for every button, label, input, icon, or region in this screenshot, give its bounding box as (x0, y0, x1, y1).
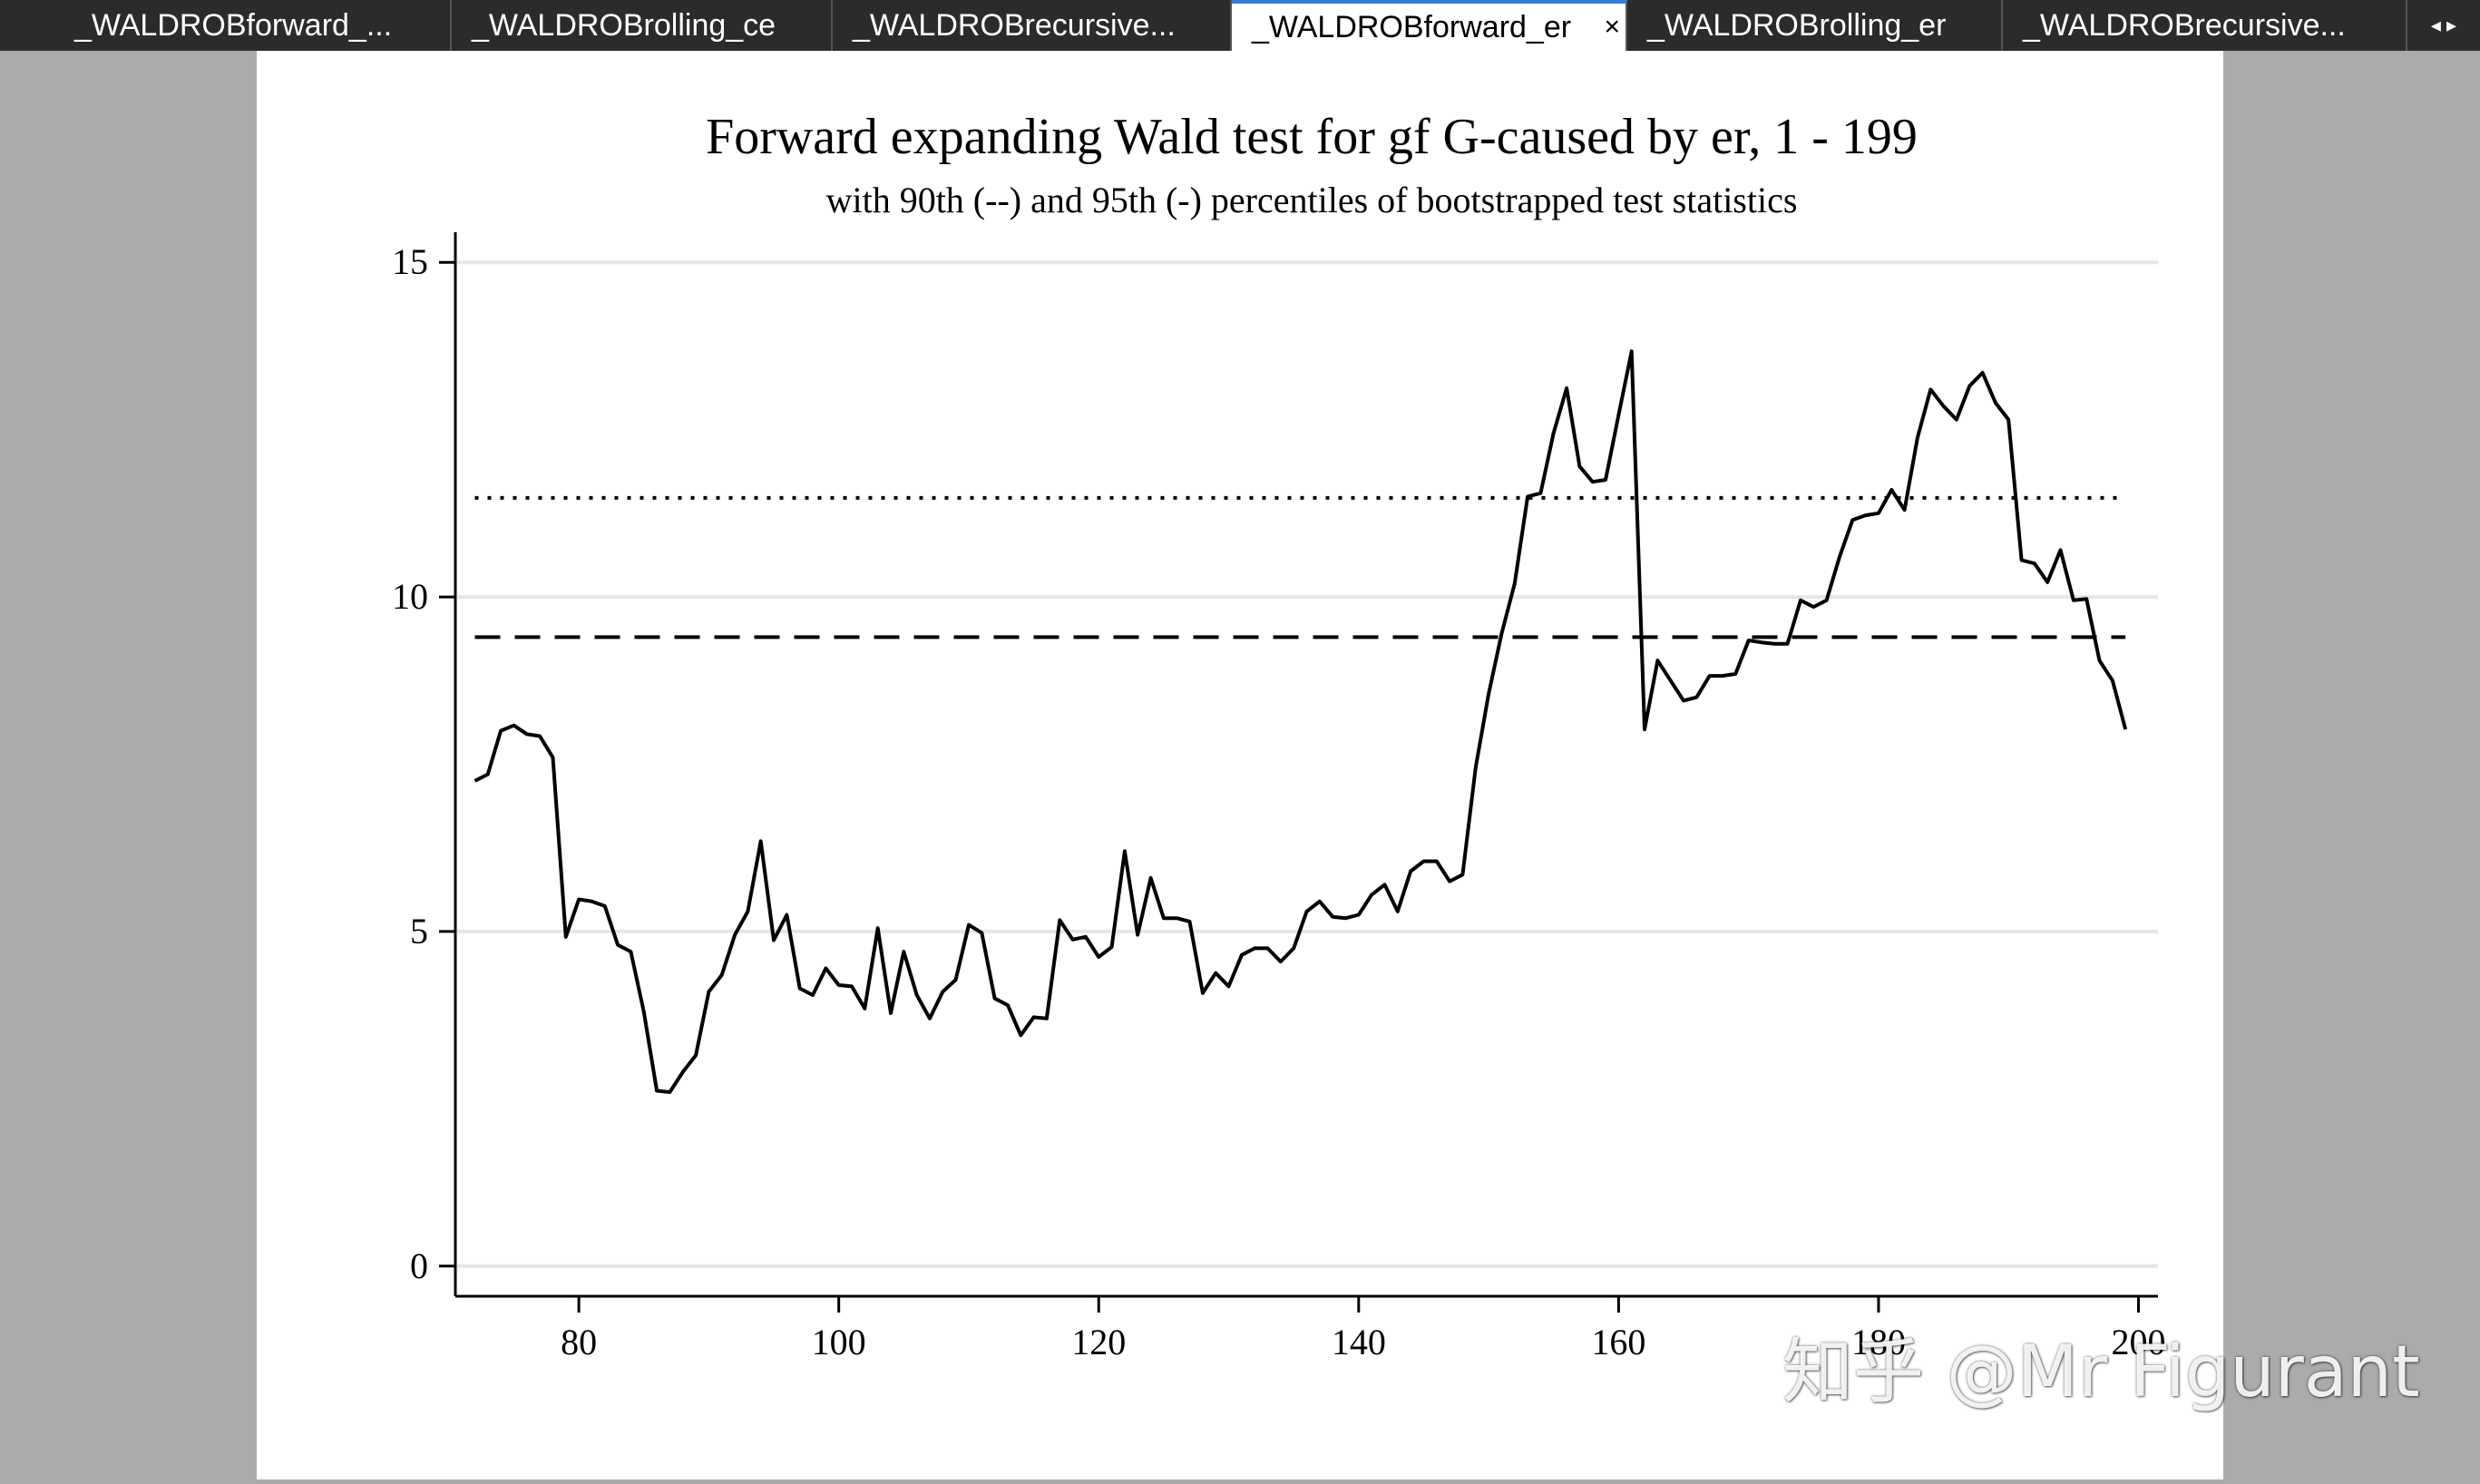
tab-waldrob-rolling-ce[interactable]: _WALDROBrolling_ce (452, 0, 833, 51)
tab-label: _WALDROBforward_... (74, 8, 393, 43)
chart-subtitle: with 90th (--) and 95th (-) percentiles … (826, 180, 1798, 220)
y-tick-label-5: 5 (410, 911, 428, 952)
tab-label: _WALDROBrecursive... (2023, 8, 2346, 43)
tab-waldrob-recursive-ce[interactable]: _WALDROBrecursive... (833, 0, 1232, 51)
y-tick-label-15: 15 (392, 241, 428, 282)
close-icon[interactable]: × (1604, 12, 1620, 42)
tab-bar: _WALDROBforward_... _WALDROBrolling_ce _… (0, 0, 2480, 51)
series-line-wald-statistic (474, 349, 2128, 1094)
x-tick-label-80: 80 (561, 1322, 597, 1362)
tab-waldrob-forward-er[interactable]: _WALDROBforward_er × (1232, 0, 1627, 51)
tab-label: _WALDROBrecursive... (853, 8, 1176, 43)
tab-waldrob-rolling-er[interactable]: _WALDROBrolling_er (1627, 0, 2003, 51)
x-tick-label-200: 200 (2112, 1322, 2166, 1362)
y-tick-label-10: 10 (392, 576, 428, 617)
x-tick-label-100: 100 (812, 1322, 866, 1362)
tab-label: _WALDROBforward_er (1252, 10, 1572, 44)
tab-scroll-arrows-icon[interactable]: ◂ ▸ (2430, 14, 2457, 36)
x-tick-label-180: 180 (1851, 1322, 1906, 1362)
y-tick-label-0: 0 (410, 1245, 428, 1286)
graph-page: Forward expanding Wald test for gf G-cau… (257, 51, 2223, 1479)
tab-waldrob-forward-ce[interactable]: _WALDROBforward_... (54, 0, 452, 51)
tab-label: _WALDROBrolling_er (1647, 8, 1947, 43)
x-tick-label-160: 160 (1591, 1322, 1645, 1362)
chart-title: Forward expanding Wald test for gf G-cau… (706, 109, 1918, 165)
x-tick-label-140: 140 (1332, 1322, 1386, 1362)
x-tick-label-120: 120 (1071, 1322, 1126, 1362)
chart: Forward expanding Wald test for gf G-cau… (392, 109, 2166, 1362)
watermark: 知乎 @Mr Figurant (1782, 1332, 2420, 1413)
tab-waldrob-recursive-er[interactable]: _WALDROBrecursive... (2003, 0, 2407, 51)
tab-label: _WALDROBrolling_ce (472, 8, 776, 43)
